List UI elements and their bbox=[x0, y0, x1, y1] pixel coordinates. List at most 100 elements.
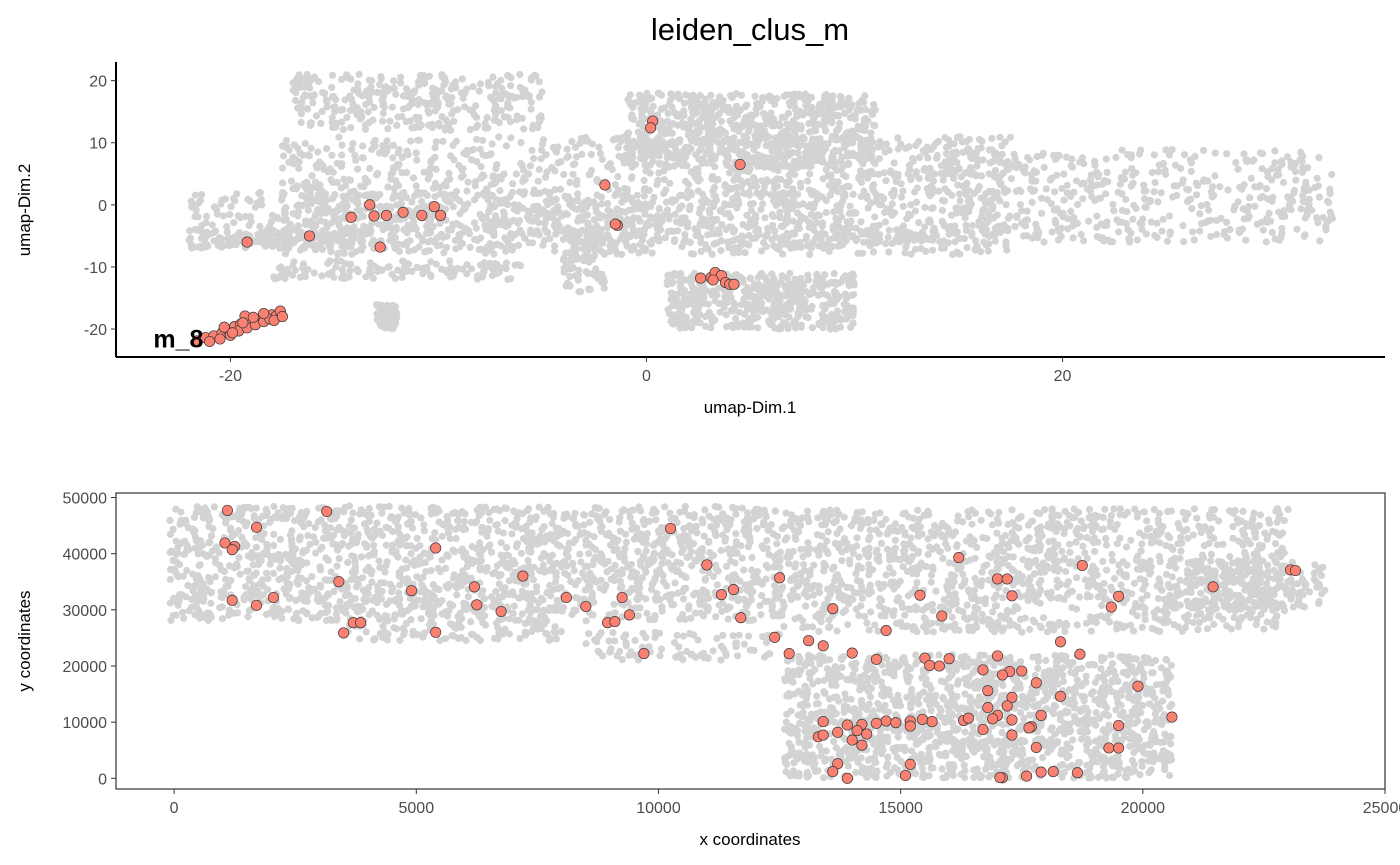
background-cell bbox=[714, 111, 722, 119]
background-cell bbox=[517, 160, 525, 168]
background-cell bbox=[757, 206, 765, 214]
background-cell bbox=[585, 550, 593, 558]
background-cell bbox=[922, 247, 930, 255]
background-cell bbox=[781, 201, 789, 209]
background-cell bbox=[678, 191, 686, 199]
background-cell bbox=[1076, 158, 1084, 166]
background-cell bbox=[359, 142, 367, 150]
background-cell bbox=[869, 248, 878, 256]
background-cell bbox=[624, 220, 632, 229]
background-cell bbox=[379, 98, 387, 106]
background-cell bbox=[296, 149, 304, 157]
background-cell bbox=[383, 137, 391, 145]
background-cell bbox=[548, 164, 556, 172]
background-cell bbox=[270, 273, 278, 281]
background-cell bbox=[767, 191, 775, 199]
background-cell bbox=[491, 212, 500, 220]
background-cell bbox=[769, 212, 778, 220]
background-cell bbox=[929, 204, 937, 212]
background-cell bbox=[341, 274, 349, 282]
background-cell bbox=[790, 160, 799, 168]
background-cell bbox=[800, 305, 808, 314]
background-cell bbox=[989, 157, 997, 166]
background-cell bbox=[270, 541, 278, 550]
background-cell bbox=[722, 190, 730, 198]
background-cell bbox=[777, 222, 786, 230]
background-cell bbox=[373, 310, 381, 318]
background-cell bbox=[722, 225, 730, 234]
background-cell bbox=[899, 187, 907, 195]
background-cell bbox=[782, 219, 791, 227]
background-cell bbox=[767, 140, 775, 148]
background-cell bbox=[469, 145, 478, 154]
background-cell bbox=[234, 212, 242, 220]
background-cell bbox=[469, 83, 477, 91]
background-cell bbox=[343, 71, 351, 79]
background-cell bbox=[521, 89, 530, 97]
background-cell bbox=[713, 215, 721, 223]
highlight-cell bbox=[247, 311, 259, 323]
background-cell bbox=[447, 191, 455, 199]
highlight-cell bbox=[734, 158, 746, 171]
background-cell bbox=[397, 73, 405, 81]
background-cell bbox=[1059, 213, 1067, 221]
background-cell bbox=[424, 238, 433, 246]
background-cell bbox=[1199, 177, 1207, 185]
highlight-cell bbox=[609, 218, 621, 230]
background-cell bbox=[441, 190, 449, 198]
background-cell bbox=[913, 231, 921, 239]
background-cell bbox=[459, 171, 467, 180]
background-cell bbox=[383, 301, 392, 310]
background-cell bbox=[746, 200, 755, 208]
background-cell bbox=[840, 274, 848, 282]
background-cell bbox=[574, 196, 582, 204]
background-cell bbox=[320, 200, 329, 208]
background-cell bbox=[477, 163, 485, 171]
background-cell bbox=[569, 170, 577, 178]
background-cell bbox=[614, 143, 623, 152]
background-cell bbox=[699, 112, 708, 121]
background-cell bbox=[425, 229, 433, 237]
background-cell bbox=[314, 231, 322, 239]
background-cell bbox=[1180, 238, 1188, 246]
background-cell bbox=[791, 106, 800, 114]
background-cell bbox=[499, 208, 508, 216]
highlight-cell bbox=[397, 206, 409, 218]
background-cell bbox=[448, 81, 457, 89]
background-cell bbox=[791, 243, 799, 251]
background-cell bbox=[643, 609, 651, 617]
background-cell bbox=[446, 257, 454, 265]
background-cell bbox=[634, 140, 643, 148]
background-cell bbox=[514, 241, 523, 249]
background-cell bbox=[1271, 147, 1279, 155]
background-cell bbox=[837, 95, 845, 103]
background-cell bbox=[1129, 215, 1137, 223]
background-cell bbox=[541, 219, 549, 227]
background-cell bbox=[735, 127, 743, 136]
background-cell bbox=[1142, 187, 1150, 195]
background-cell bbox=[366, 229, 374, 238]
background-cell bbox=[935, 187, 943, 195]
background-cell bbox=[638, 131, 646, 139]
background-cell bbox=[653, 180, 661, 189]
background-cell bbox=[447, 126, 455, 134]
background-cell bbox=[366, 259, 374, 267]
background-cell bbox=[566, 178, 574, 186]
background-cell bbox=[388, 103, 396, 111]
background-cell bbox=[881, 218, 890, 226]
background-cell bbox=[991, 166, 1000, 175]
background-cell bbox=[830, 288, 839, 296]
background-cell bbox=[583, 236, 591, 244]
background-cell bbox=[678, 202, 686, 210]
background-cell bbox=[1148, 168, 1156, 177]
background-cell bbox=[431, 107, 439, 115]
background-cell bbox=[598, 200, 606, 208]
background-cell bbox=[785, 313, 793, 321]
background-cell bbox=[285, 230, 293, 238]
background-cell bbox=[1011, 222, 1019, 231]
umap-x-ticks: -20 0 20 bbox=[219, 357, 1072, 385]
background-cell bbox=[1278, 224, 1286, 233]
umap-y-tick-label: 10 bbox=[89, 136, 107, 153]
background-cell bbox=[762, 243, 770, 251]
background-cell bbox=[824, 280, 833, 288]
